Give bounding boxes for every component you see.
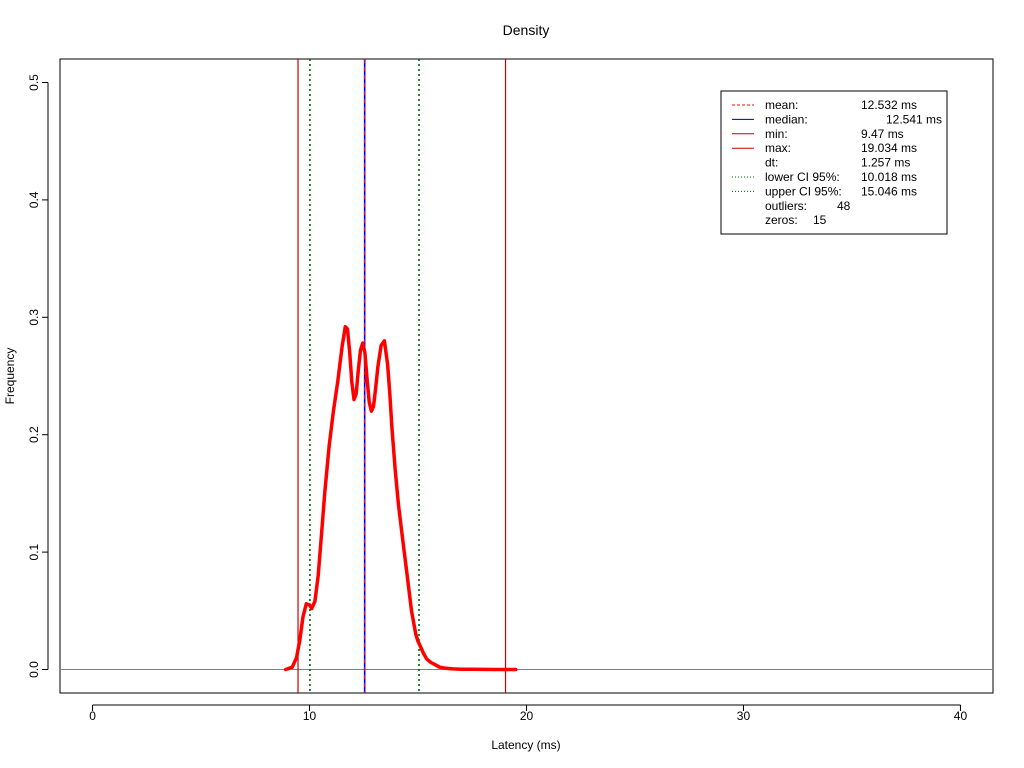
legend-label: dt: (765, 156, 778, 170)
x-axis: 0 10 20 30 40 (89, 704, 968, 723)
legend-label: median: (765, 112, 808, 126)
legend-value: 15.046 ms (861, 184, 917, 198)
y-tick-label: 0.1 (27, 543, 41, 560)
legend-value: 48 (837, 199, 851, 213)
legend-value: 10.018 ms (861, 170, 917, 184)
x-tick-label: 10 (303, 709, 317, 723)
y-axis: 0.0 0.1 0.2 0.3 0.4 0.5 (27, 74, 49, 678)
density-curve (283, 324, 518, 672)
legend-value: 12.541 ms (886, 112, 942, 126)
legend-label: upper CI 95%: (765, 184, 842, 198)
x-tick-label: 20 (520, 709, 534, 723)
reference-lines (60, 59, 993, 693)
y-tick-label: 0.3 (27, 309, 41, 326)
legend-box (720, 90, 948, 235)
legend-label: min: (765, 127, 788, 141)
legend-value: 12.532 ms (861, 98, 917, 112)
legend-value: 19.034 ms (861, 141, 917, 155)
density-series (283, 324, 518, 672)
x-tick-label: 30 (737, 709, 751, 723)
x-axis-label: Latency (ms) (491, 738, 560, 752)
y-tick-label: 0.5 (27, 74, 41, 91)
legend-label: zeros: (765, 213, 798, 227)
y-tick-label: 0.0 (27, 661, 41, 678)
y-tick-label: 0.4 (27, 191, 41, 208)
x-tick-label: 0 (89, 709, 96, 723)
plot-frame (59, 58, 994, 694)
y-tick-label: 0.2 (27, 426, 41, 443)
chart-title: Density (503, 22, 550, 38)
legend-value: 1.257 ms (861, 156, 910, 170)
x-tick-label: 40 (954, 709, 968, 723)
legend-value: 9.47 ms (861, 127, 904, 141)
legend-label: max: (765, 141, 791, 155)
legend-label: mean: (765, 98, 798, 112)
legend: mean: 12.532 ms median: 12.541 ms min: 9.47 m… (720, 90, 948, 235)
y-axis-label: Frequency (3, 348, 17, 405)
legend-label: lower CI 95%: (765, 170, 840, 184)
legend-label: outliers: (765, 199, 807, 213)
legend-value: 15 (813, 213, 827, 227)
